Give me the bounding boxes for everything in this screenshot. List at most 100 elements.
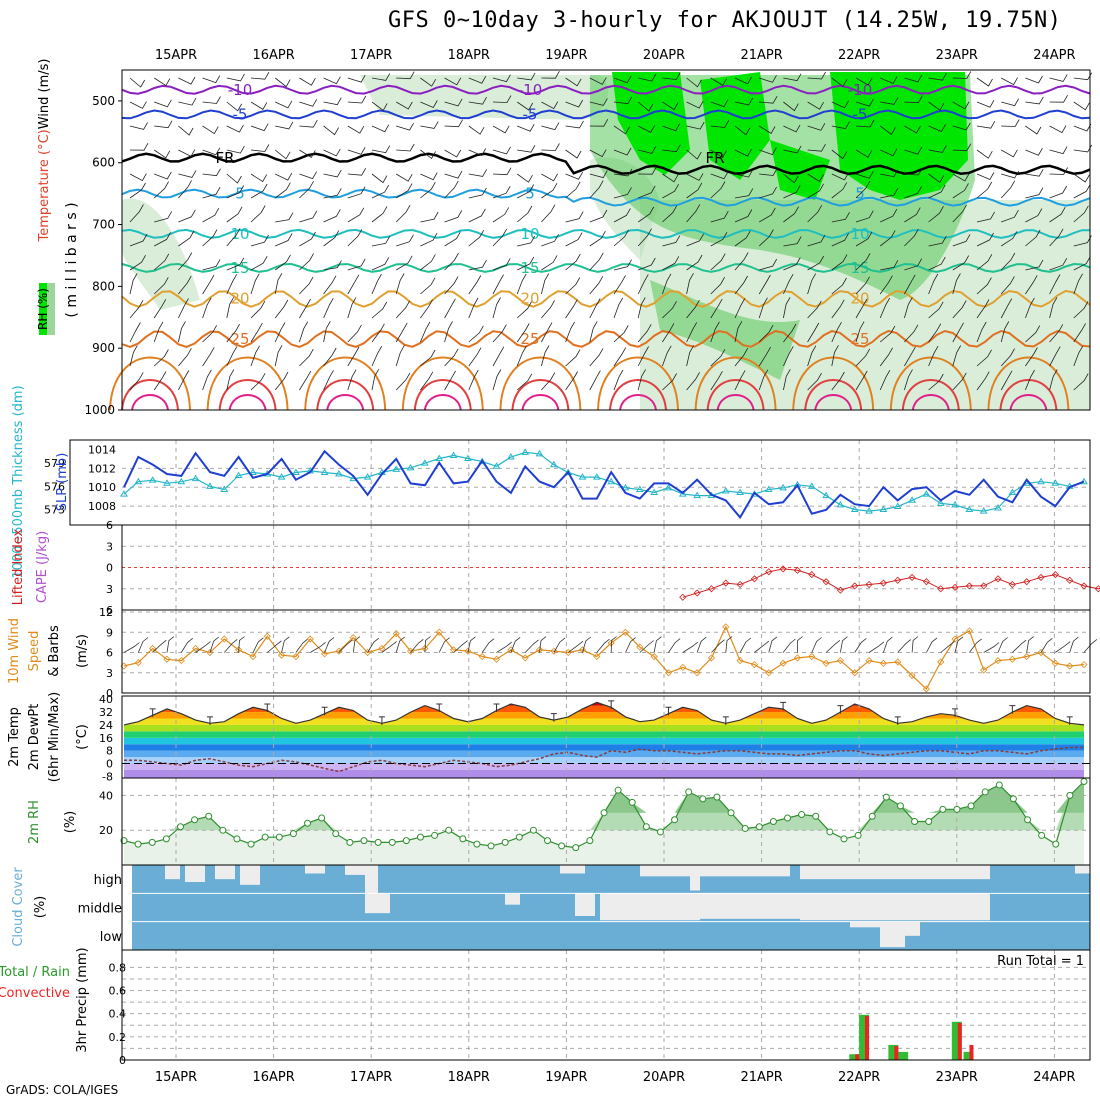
wind-speed-marker <box>808 652 816 661</box>
wind10-barb <box>152 639 167 653</box>
wind10-barb <box>868 641 885 653</box>
wind-barb <box>710 210 729 223</box>
wind-barb <box>662 373 677 391</box>
wind10-barb <box>295 638 309 653</box>
wind-barb <box>516 173 533 183</box>
wind-barb <box>952 322 964 343</box>
isotherm-20 <box>121 289 1091 308</box>
wind10-barb <box>539 636 547 653</box>
minmax-tick <box>722 716 729 725</box>
wind-barb <box>807 273 817 295</box>
wind-barb <box>662 323 675 343</box>
wind-barb <box>274 345 283 367</box>
thickness-marker <box>592 473 601 480</box>
wind-barb <box>565 172 583 180</box>
rh-tick-label: 40 <box>99 789 113 802</box>
rh2m-marker <box>261 833 269 841</box>
wind-barb <box>759 186 777 199</box>
wind-barb <box>395 322 408 343</box>
lifted-index-marker <box>980 582 988 590</box>
wind-barb <box>1001 98 1020 107</box>
lifted-index-marker <box>836 586 844 594</box>
wind-barb <box>250 345 260 367</box>
pressure-tick-label: 600 <box>92 156 115 170</box>
cloud-high-clear <box>800 865 990 880</box>
wind-barb <box>783 173 799 184</box>
thickness-marker <box>234 471 243 479</box>
wind-barb <box>347 274 360 295</box>
wind-barb <box>637 274 649 295</box>
wind-barb <box>952 173 970 182</box>
wind-speed-marker <box>163 655 171 663</box>
wind-barb <box>250 205 266 223</box>
wind-barb <box>274 322 286 343</box>
wind10-barb <box>840 636 848 653</box>
rh2m-unit: (%) <box>63 811 78 834</box>
thickness-marker <box>163 479 171 486</box>
wind-barb <box>928 184 946 199</box>
thickness-marker <box>506 453 515 460</box>
wind-barb <box>565 99 584 108</box>
wind-barb <box>154 232 171 247</box>
wind10-barb <box>395 636 405 653</box>
wind-barb <box>928 323 942 343</box>
lifted-index-marker <box>707 585 716 593</box>
date-label-bottom: 22APR <box>838 1070 880 1085</box>
wind-barb <box>1049 274 1061 295</box>
lifted-index-marker <box>965 582 973 590</box>
isotherm-label: -10 <box>228 81 253 99</box>
wind-barb <box>250 273 260 295</box>
date-label-top: 21APR <box>740 48 782 63</box>
wind-barb <box>371 145 391 154</box>
rh2m-marker <box>416 833 424 841</box>
precip-conv-bar <box>957 1022 962 1060</box>
rh2m-marker <box>784 814 792 822</box>
wind-barb <box>153 253 170 271</box>
wind-speed-marker <box>321 650 329 658</box>
wind-barb <box>129 345 138 367</box>
warm-contour-outer <box>694 356 777 411</box>
rh2m-area-high <box>124 781 1084 813</box>
cloud-mid-clear <box>365 893 390 914</box>
wind-barb <box>976 232 994 247</box>
rh-tick-label: 20 <box>99 824 113 837</box>
wind-barb <box>347 74 366 83</box>
wind-barb <box>759 147 777 156</box>
lifted-index-marker <box>1066 576 1074 584</box>
lifted-index-marker <box>1023 578 1031 586</box>
wind-barb <box>758 125 776 134</box>
wind-speed-marker <box>1066 662 1074 670</box>
wind-barb <box>323 169 342 178</box>
wind-barb <box>444 298 456 319</box>
wind-barb <box>662 173 679 183</box>
cloud-low-clear <box>905 921 920 936</box>
wind10-barb <box>596 638 610 653</box>
wind-barb <box>541 173 558 182</box>
wind-barb <box>154 120 173 129</box>
thickness-marker <box>363 473 372 480</box>
wind-barb <box>395 183 413 199</box>
wind-speed-marker <box>263 632 271 640</box>
wind-barb <box>1000 348 1015 367</box>
wind10-barb <box>625 637 636 653</box>
wind-barb <box>904 228 919 247</box>
wind10-barb <box>926 637 938 653</box>
wind-barb <box>1000 321 1010 343</box>
rh2m-marker <box>854 831 862 839</box>
wind10-barb <box>524 639 539 653</box>
cloud-level-low: low <box>100 930 123 945</box>
wind-barb <box>686 372 700 391</box>
wind10-barb <box>438 637 450 653</box>
rh2m-marker <box>572 844 580 852</box>
wind-barb <box>638 185 656 199</box>
temp-band <box>124 757 1084 764</box>
wind-barb <box>444 119 463 128</box>
wind-speed-marker <box>822 659 830 667</box>
wind-barb <box>250 300 266 319</box>
wind-tick-label: 9 <box>106 626 113 639</box>
wind-barb <box>420 182 436 199</box>
wind10-barb <box>639 640 654 653</box>
wind-barb <box>807 183 824 199</box>
wind-barb <box>831 212 850 223</box>
wind-barb <box>613 259 632 271</box>
